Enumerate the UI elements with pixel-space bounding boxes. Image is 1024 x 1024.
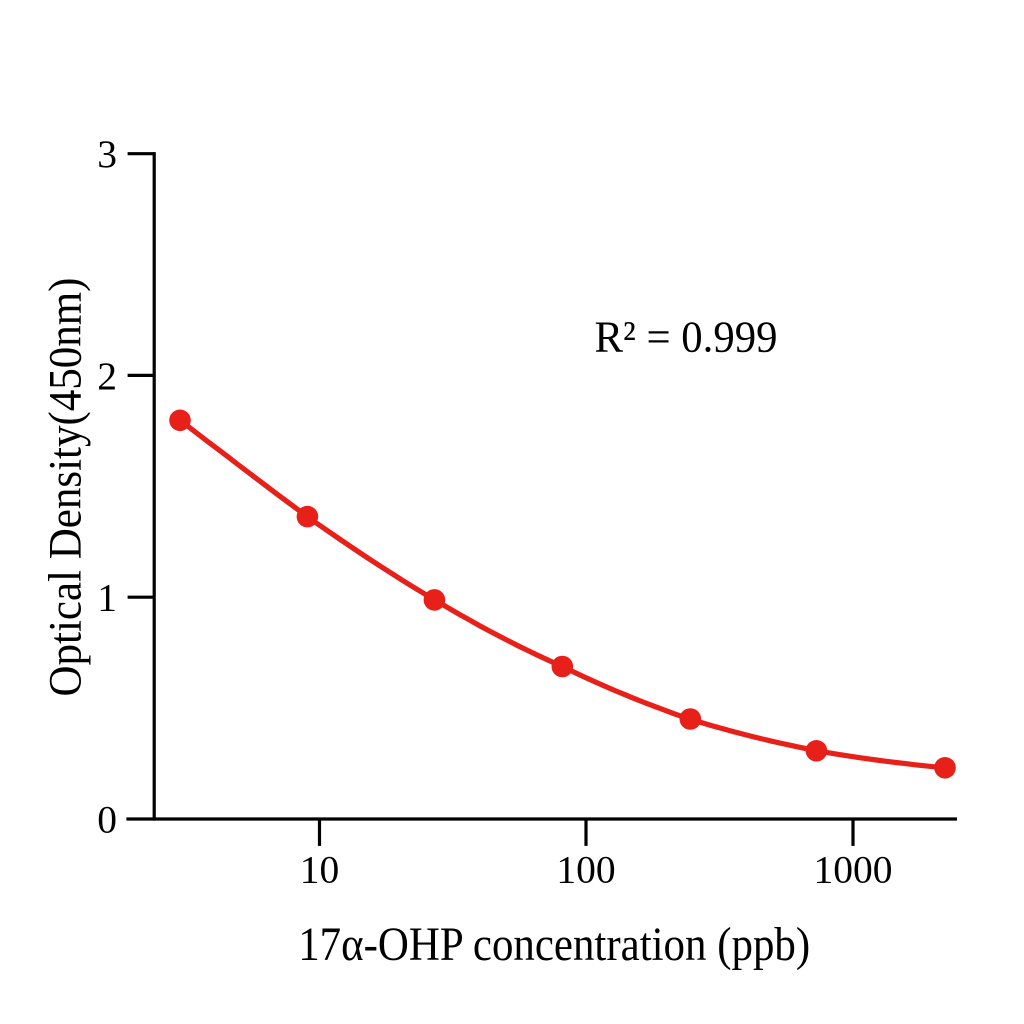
svg-text:10: 10: [300, 848, 340, 892]
svg-text:2: 2: [97, 354, 117, 398]
svg-text:0: 0: [97, 798, 117, 842]
svg-text:1: 1: [97, 576, 117, 620]
svg-text:1000: 1000: [814, 848, 893, 892]
svg-text:100: 100: [556, 848, 615, 892]
svg-text:Optical Density(450nm): Optical Density(450nm): [40, 278, 92, 697]
svg-text:17α-OHP concentration (ppb): 17α-OHP concentration (ppb): [298, 918, 810, 971]
svg-text:3: 3: [97, 132, 117, 176]
svg-text:R² = 0.999: R² = 0.999: [595, 312, 778, 362]
